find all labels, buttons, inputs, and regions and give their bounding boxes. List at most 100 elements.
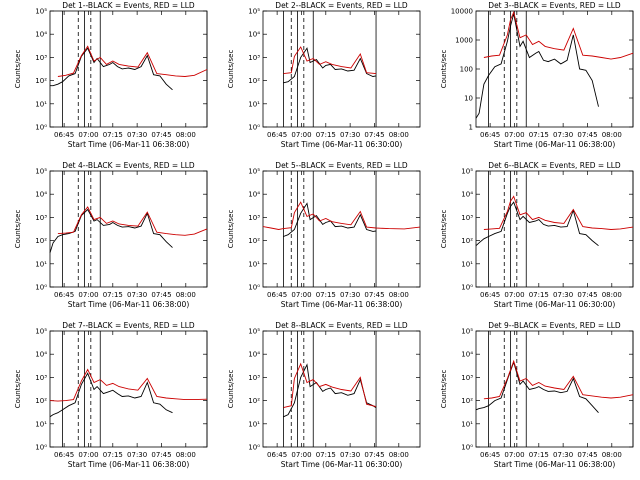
x-tick-label: 07:45 xyxy=(364,131,384,139)
y-tick-label: 10⁵ xyxy=(248,168,260,176)
y-tick-label: 10¹ xyxy=(35,100,47,108)
x-tick-label: 07:15 xyxy=(103,451,123,459)
plot-frame xyxy=(49,10,208,128)
y-tick-label: 10² xyxy=(461,237,473,245)
chart-panel-6: Det 6--BLACK = Events, RED = LLD 10⁰ 10¹ 10… xyxy=(440,161,634,309)
x-tick-label: 07:00 xyxy=(504,131,524,139)
y-tick-label: 10⁵ xyxy=(35,168,47,176)
y-tick-label: 10¹ xyxy=(461,420,473,428)
y-axis-label: Counts/sec xyxy=(227,50,235,89)
x-tick-label: 06:45 xyxy=(54,451,74,459)
y-tick-label: 10⁵ xyxy=(35,8,47,16)
y-tick-label: 10¹ xyxy=(461,260,473,268)
y-axis-label: Counts/sec xyxy=(227,370,235,409)
x-tick-label: 07:00 xyxy=(78,131,98,139)
x-tick-label: 08:00 xyxy=(176,131,196,139)
series-lld-line xyxy=(57,45,208,77)
x-tick-label: 06:45 xyxy=(480,131,500,139)
series-lld-line xyxy=(483,10,634,60)
x-tick-label: 07:15 xyxy=(103,131,123,139)
chart-panel-9: Det 9--BLACK = Events, RED = LLD 10⁰ 10¹ 10… xyxy=(440,321,634,469)
chart-panel-1: Det 1--BLACK = Events, RED = LLD 10⁰ 10¹ 10… xyxy=(14,1,208,149)
x-tick-label: 07:00 xyxy=(291,291,311,299)
x-axis-label: Start Time (06-Mar-11 06:38:00) xyxy=(68,300,190,309)
y-tick-label: 10¹ xyxy=(248,100,260,108)
x-tick-label: 07:00 xyxy=(78,451,98,459)
series-events-line xyxy=(50,47,173,91)
x-tick-label: 07:15 xyxy=(529,451,549,459)
y-axis-label: Counts/sec xyxy=(14,50,22,89)
y-tick-label: 10⁰ xyxy=(35,444,47,452)
y-tick-label: 10³ xyxy=(35,54,47,62)
x-tick-label: 06:45 xyxy=(267,291,287,299)
y-tick-label: 1 xyxy=(469,124,473,132)
y-tick-label: 10² xyxy=(35,237,47,245)
y-tick-label: 10² xyxy=(248,77,260,85)
y-axis-label: Counts/sec xyxy=(440,50,448,89)
x-axis-label: Start Time (06-Mar-11 06:30:00) xyxy=(281,140,403,149)
x-tick-label: 07:30 xyxy=(127,291,147,299)
x-tick-label: 08:00 xyxy=(602,131,622,139)
x-tick-label: 07:00 xyxy=(78,291,98,299)
x-tick-label: 07:30 xyxy=(340,291,360,299)
y-tick-label: 10² xyxy=(35,397,47,405)
x-tick-label: 07:15 xyxy=(316,291,336,299)
series-events-line xyxy=(49,208,173,253)
y-tick-label: 10000 xyxy=(451,8,473,16)
chart-title: Det 1--BLACK = Events, RED = LLD xyxy=(62,1,195,10)
x-axis-label: Start Time (06-Mar-11 06:38:00) xyxy=(68,460,190,469)
chart-panel-2: Det 2--BLACK = Events, RED = LLD 10⁰ 10¹ 10… xyxy=(227,1,421,149)
x-tick-label: 07:45 xyxy=(577,451,597,459)
series-lld-line xyxy=(57,206,208,236)
plot-frame xyxy=(475,330,634,448)
y-tick-label: 10⁴ xyxy=(248,351,260,359)
x-tick-label: 07:30 xyxy=(340,131,360,139)
x-axis-label: Start Time (06-Mar-11 06:38:00) xyxy=(68,140,190,149)
x-tick-label: 08:00 xyxy=(389,131,409,139)
x-axis-label: Start Time (06-Mar-11 06:38:00) xyxy=(494,140,616,149)
y-tick-label: 10¹ xyxy=(248,420,260,428)
chart-title: Det 4--BLACK = Events, RED = LLD xyxy=(62,161,195,170)
y-axis-label: Counts/sec xyxy=(440,210,448,249)
y-tick-label: 10³ xyxy=(248,214,260,222)
x-tick-label: 07:30 xyxy=(340,451,360,459)
y-tick-label: 10⁵ xyxy=(35,328,47,336)
y-axis-label: Counts/sec xyxy=(14,210,22,249)
plot-frame xyxy=(49,170,208,288)
plot-frame xyxy=(262,10,421,128)
x-axis-label: Start Time (06-Mar-11 06:38:00) xyxy=(281,300,403,309)
x-tick-label: 06:45 xyxy=(54,131,74,139)
y-tick-label: 100 xyxy=(460,66,473,74)
plot-frame xyxy=(475,10,634,128)
y-tick-label: 10⁴ xyxy=(461,351,473,359)
x-tick-label: 07:30 xyxy=(553,291,573,299)
y-axis-label: Counts/sec xyxy=(440,370,448,409)
y-tick-label: 10⁰ xyxy=(248,124,260,132)
y-tick-label: 10⁴ xyxy=(35,351,47,359)
x-tick-label: 06:45 xyxy=(267,131,287,139)
x-tick-label: 07:45 xyxy=(577,131,597,139)
plot-frame xyxy=(262,170,421,288)
y-tick-label: 10¹ xyxy=(35,260,47,268)
x-tick-label: 08:00 xyxy=(602,451,622,459)
x-tick-label: 06:45 xyxy=(480,291,500,299)
series-lld-line xyxy=(483,195,634,230)
series-lld-line xyxy=(283,362,377,409)
y-tick-label: 10⁴ xyxy=(35,191,47,199)
chart-panel-7: Det 7--BLACK = Events, RED = LLD 10⁰ 10¹ 10… xyxy=(14,321,208,469)
series-events-line xyxy=(475,13,599,119)
x-tick-label: 08:00 xyxy=(176,451,196,459)
x-axis-label: Start Time (06-Mar-11 06:38:00) xyxy=(494,460,616,469)
x-tick-label: 07:00 xyxy=(504,291,524,299)
y-tick-label: 10³ xyxy=(248,374,260,382)
x-tick-label: 06:45 xyxy=(480,451,500,459)
y-tick-label: 10⁴ xyxy=(248,31,260,39)
chart-title: Det 5--BLACK = Events, RED = LLD xyxy=(275,161,408,170)
x-tick-label: 08:00 xyxy=(176,291,196,299)
series-lld-line xyxy=(483,359,634,400)
y-tick-label: 10¹ xyxy=(35,420,47,428)
y-tick-label: 10³ xyxy=(35,374,47,382)
chart-title: Det 8--BLACK = Events, RED = LLD xyxy=(275,321,408,330)
y-tick-label: 10⁰ xyxy=(461,444,473,452)
